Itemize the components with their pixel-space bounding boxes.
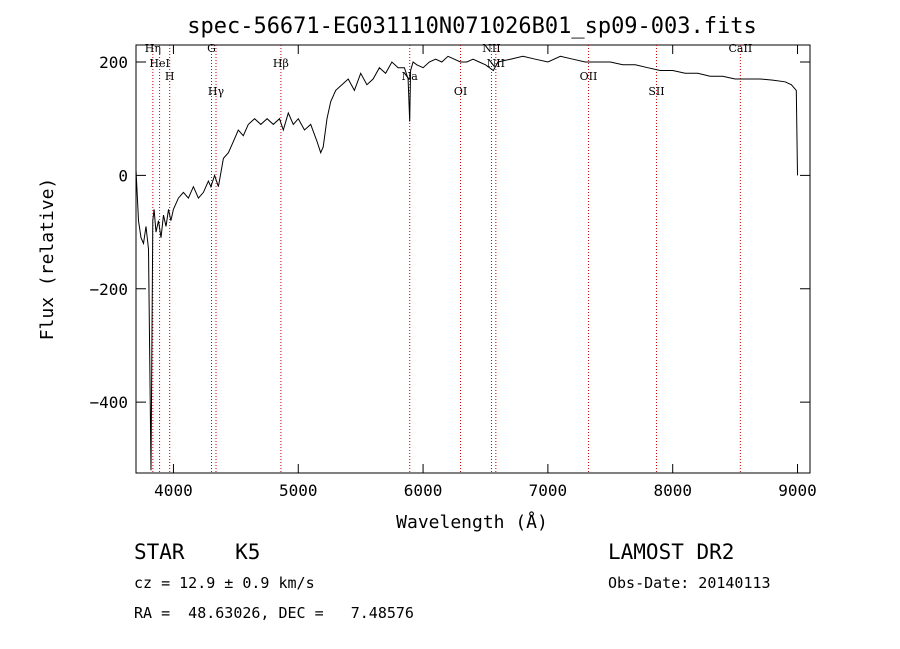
spectral-line-label: NII	[487, 57, 505, 70]
spectral-line-label: NII	[482, 42, 500, 55]
spectral-line-label: G	[207, 42, 216, 55]
axis-ticks: 4000 5000 6000 7000 8000 9000 −400 −200 0 200	[89, 45, 817, 500]
spectrum-series	[135, 55, 798, 471]
spectrum-line-0	[135, 55, 798, 471]
y-tick-label: 200	[99, 53, 128, 72]
survey-label: LAMOST DR2	[608, 540, 735, 564]
x-tick-label: 6000	[404, 481, 443, 500]
y-tick-label: 0	[118, 166, 128, 185]
spectral-line-label: OII	[580, 70, 598, 83]
x-tick-label: 9000	[778, 481, 817, 500]
x-axis-label: Wavelength (Å)	[396, 511, 548, 533]
spectral-line-label: SII	[648, 85, 664, 98]
object-class-label: STAR K5	[134, 540, 261, 564]
spectral-line-label: CaII	[729, 42, 753, 55]
x-tick-label: 8000	[653, 481, 692, 500]
y-axis-label: Flux (relative)	[37, 178, 58, 341]
y-tick-label: −400	[89, 393, 128, 412]
spectral-line-label: OI	[454, 85, 467, 98]
spectral-line-label: Hβ	[273, 57, 289, 70]
plot-frame	[135, 44, 811, 474]
x-tick-label: 4000	[154, 481, 193, 500]
spectral-line-label: H	[165, 70, 175, 83]
x-tick-label: 7000	[529, 481, 568, 500]
chart-title: spec-56671-EG031110N071026B01_sp09-003.f…	[187, 14, 757, 39]
y-tick-label: −200	[89, 280, 128, 299]
spectral-line-label: HeI	[149, 57, 169, 70]
x-tick-label: 5000	[279, 481, 318, 500]
spectral-line-label: Hγ	[208, 85, 225, 98]
spectral-line-label: Hη	[145, 42, 161, 55]
redshift-label: cz = 12.9 ± 0.9 km/s	[134, 574, 315, 592]
obs-date-label: Obs-Date: 20140113	[608, 574, 771, 592]
coordinates-label: RA = 48.63026, DEC = 7.48576	[134, 604, 414, 622]
